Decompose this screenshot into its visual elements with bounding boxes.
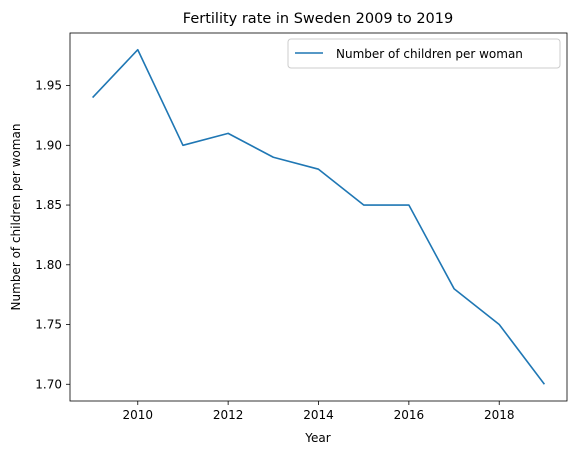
legend: Number of children per woman — [287, 38, 561, 69]
legend-box — [287, 38, 561, 69]
x-tick-label: 2010 — [122, 408, 153, 422]
chart-title: Fertility rate in Sweden 2009 to 2019 — [183, 11, 453, 27]
y-tick-label: 1.90 — [35, 138, 62, 152]
y-tick-label: 1.85 — [35, 198, 62, 212]
x-tick-label: 2014 — [303, 408, 334, 422]
plot-area: 2010 2012 2014 2016 2018 1.70 1.75 1.80 1.85 1.9… — [35, 32, 568, 422]
x-axis-label: Year — [304, 431, 330, 445]
y-tick-label: 1.95 — [35, 79, 62, 93]
y-tick-label: 1.80 — [35, 258, 62, 272]
series-layer — [92, 48, 546, 385]
x-tick-label: 2018 — [484, 408, 515, 422]
x-tick-label: 2012 — [213, 408, 244, 422]
series-line — [92, 48, 546, 385]
x-tick-label: 2016 — [394, 408, 425, 422]
x-axis: 2010 2012 2014 2016 2018 — [122, 401, 515, 422]
legend-label: Number of children per woman — [336, 47, 523, 61]
y-axis: 1.70 1.75 1.80 1.85 1.90 1.95 — [35, 79, 70, 391]
plot-frame — [69, 32, 568, 402]
y-axis-label: Number of children per woman — [9, 124, 23, 311]
y-tick-label: 1.75 — [35, 318, 62, 332]
y-tick-label: 1.70 — [35, 377, 62, 391]
